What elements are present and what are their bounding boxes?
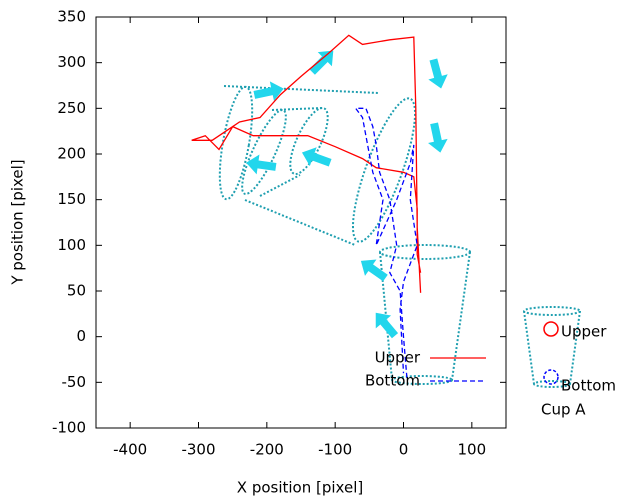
x-tick-label: -100 [318, 441, 352, 459]
y-tick-label: 200 [57, 145, 86, 163]
x-tick-label: 100 [458, 441, 487, 459]
cup-upper-label: Upper [561, 323, 607, 341]
y-tick-label: 0 [76, 327, 86, 345]
x-tick-label: -200 [250, 441, 284, 459]
trajectory-line [191, 34, 422, 293]
cup-diagram: Upper Bottom Cup A [523, 306, 616, 419]
x-tick-label: 0 [399, 441, 409, 459]
y-tick-label: 100 [57, 236, 86, 254]
y-tick-label: -50 [62, 373, 87, 391]
x-tick-label: -300 [181, 441, 215, 459]
y-tick-label: 350 [57, 8, 86, 26]
x-tick-label: -400 [113, 441, 147, 459]
legend-label: Bottom [365, 372, 420, 390]
y-axis-label: Y position [pixel] [9, 159, 27, 285]
plot-frame [95, 16, 507, 429]
y-tick-label: 250 [57, 99, 86, 117]
y-tick-label: 300 [57, 53, 86, 71]
legend-label: Upper [375, 349, 421, 367]
y-tick-label: -100 [52, 419, 86, 437]
x-axis-label: X position [pixel] [237, 479, 363, 497]
cup-caption: Cup A [541, 401, 586, 419]
y-tick-label: 50 [67, 282, 86, 300]
cup-bottom-label: Bottom [561, 377, 616, 395]
y-tick-label: 150 [57, 190, 86, 208]
motion-arrows [246, 50, 448, 339]
trajectory-line [354, 107, 418, 378]
